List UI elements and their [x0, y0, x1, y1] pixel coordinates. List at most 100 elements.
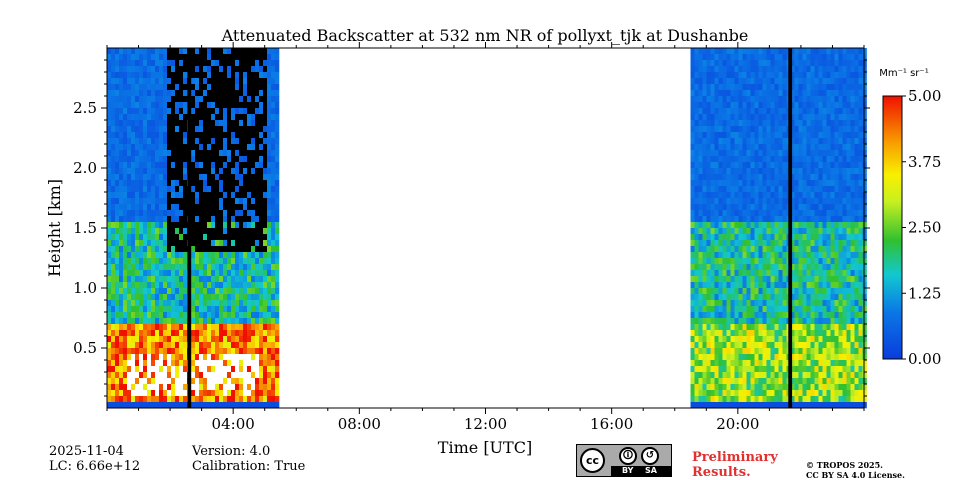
heat-cell [159, 312, 164, 319]
heat-cell [774, 396, 779, 403]
heat-cell [255, 192, 260, 199]
heat-cell [243, 378, 248, 385]
heat-cell [123, 384, 128, 391]
heat-cell [275, 402, 280, 409]
heat-cell [778, 192, 783, 199]
heat-cell [690, 210, 695, 217]
heat-cell [826, 276, 831, 283]
heat-cell [834, 342, 839, 349]
heat-cell [790, 324, 795, 331]
heat-cell [798, 396, 803, 403]
heat-cell [734, 72, 739, 79]
heat-cell [730, 330, 735, 337]
heat-cell [710, 72, 715, 79]
heat-cell [826, 312, 831, 319]
heat-cell [235, 210, 240, 217]
heat-cell [151, 294, 156, 301]
heat-cell [694, 294, 699, 301]
heat-cell [798, 168, 803, 175]
heat-cell [267, 390, 272, 397]
heat-cell [171, 336, 176, 343]
heat-cell [135, 174, 140, 181]
heat-cell [263, 108, 268, 115]
heat-cell [698, 54, 703, 61]
heat-cell [199, 294, 204, 301]
heat-cell [762, 282, 767, 289]
heat-cell [754, 324, 759, 331]
heat-cell [698, 396, 703, 403]
heat-cell [698, 204, 703, 211]
heat-cell [758, 348, 763, 355]
heat-cell [271, 150, 276, 157]
heat-cell [167, 318, 172, 325]
heat-cell [766, 138, 771, 145]
heat-cell [111, 306, 116, 313]
heat-cell [714, 372, 719, 379]
heat-cell [167, 198, 172, 205]
heat-cell [115, 264, 120, 271]
heat-cell [143, 306, 148, 313]
heat-cell [135, 288, 140, 295]
heat-cell [826, 390, 831, 397]
heat-cell [139, 402, 144, 409]
heat-cell [830, 162, 835, 169]
heat-cell [195, 396, 200, 403]
heat-cell [710, 228, 715, 235]
heat-cell [806, 54, 811, 61]
heat-cell [243, 240, 248, 247]
heat-cell [243, 156, 248, 163]
heat-cell [706, 156, 711, 163]
heat-cell [167, 288, 172, 295]
heat-cell [734, 390, 739, 397]
heat-cell [750, 162, 755, 169]
heat-cell [754, 120, 759, 127]
heat-cell [818, 204, 823, 211]
heat-cell [806, 288, 811, 295]
heat-cell [119, 90, 124, 97]
heat-cell [175, 72, 180, 79]
heat-cell [742, 396, 747, 403]
heat-cell [191, 168, 196, 175]
heat-cell [119, 102, 124, 109]
heat-cell [726, 342, 731, 349]
heat-cell [746, 330, 751, 337]
heat-cell [810, 174, 815, 181]
heat-cell [766, 390, 771, 397]
heat-cell [746, 84, 751, 91]
heat-cell [838, 294, 843, 301]
heat-cell [271, 288, 276, 295]
heat-cell [155, 48, 160, 55]
heat-cell [814, 78, 819, 85]
heat-cell [774, 402, 779, 409]
heat-cell [183, 96, 188, 103]
heat-cell [167, 84, 172, 91]
heat-cell [263, 150, 268, 157]
heat-cell [742, 102, 747, 109]
heat-cell [750, 114, 755, 121]
heat-cell [199, 336, 204, 343]
heat-cell [750, 222, 755, 229]
heat-cell [802, 138, 807, 145]
heat-cell [143, 168, 148, 175]
heat-cell [774, 390, 779, 397]
heat-cell [203, 174, 208, 181]
heat-cell [738, 108, 743, 115]
heat-cell [219, 342, 224, 349]
heat-cell [163, 102, 168, 109]
heat-cell [790, 360, 795, 367]
heat-cell [155, 312, 160, 319]
heat-cell [794, 270, 799, 277]
heat-cell [139, 396, 144, 403]
heat-cell [774, 342, 779, 349]
heat-cell [147, 132, 152, 139]
heat-cell [742, 264, 747, 271]
heat-cell [131, 384, 136, 391]
heat-cell [151, 138, 156, 145]
heat-cell [155, 294, 160, 301]
heat-cell [826, 72, 831, 79]
heat-cell [203, 402, 208, 409]
heat-cell [818, 258, 823, 265]
heat-cell [111, 84, 116, 91]
heat-cell [119, 108, 124, 115]
heat-cell [239, 342, 244, 349]
